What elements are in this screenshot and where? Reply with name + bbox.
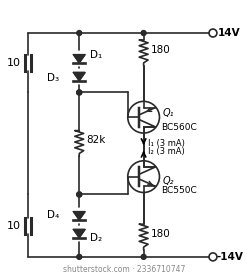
Text: D₄: D₄	[47, 210, 60, 220]
Text: BC560C: BC560C	[162, 123, 197, 132]
Polygon shape	[73, 212, 85, 220]
Circle shape	[77, 255, 82, 259]
Text: 180: 180	[150, 229, 170, 239]
Circle shape	[77, 192, 82, 197]
Text: 10: 10	[7, 58, 21, 68]
Text: 180: 180	[150, 45, 170, 55]
Text: D₃: D₃	[47, 73, 60, 83]
Text: I₁ (3 mA): I₁ (3 mA)	[148, 139, 184, 148]
Circle shape	[141, 255, 146, 259]
Text: shutterstock.com · 2336710747: shutterstock.com · 2336710747	[62, 265, 185, 274]
Circle shape	[77, 192, 82, 197]
Text: 82k: 82k	[86, 136, 106, 146]
Circle shape	[77, 90, 82, 95]
Text: Q₂: Q₂	[162, 176, 174, 186]
Text: 14V: 14V	[218, 28, 240, 38]
Text: D₁: D₁	[90, 50, 102, 60]
Text: -14V: -14V	[217, 252, 244, 262]
Polygon shape	[73, 73, 85, 81]
Text: D₂: D₂	[90, 233, 102, 242]
Circle shape	[77, 90, 82, 95]
Polygon shape	[73, 229, 85, 238]
Text: 10: 10	[7, 221, 21, 231]
Text: I₂ (3 mA): I₂ (3 mA)	[148, 147, 184, 157]
Polygon shape	[73, 55, 85, 63]
Circle shape	[141, 31, 146, 36]
Text: Q₁: Q₁	[162, 108, 174, 118]
Text: BC550C: BC550C	[162, 186, 197, 195]
Circle shape	[77, 31, 82, 36]
